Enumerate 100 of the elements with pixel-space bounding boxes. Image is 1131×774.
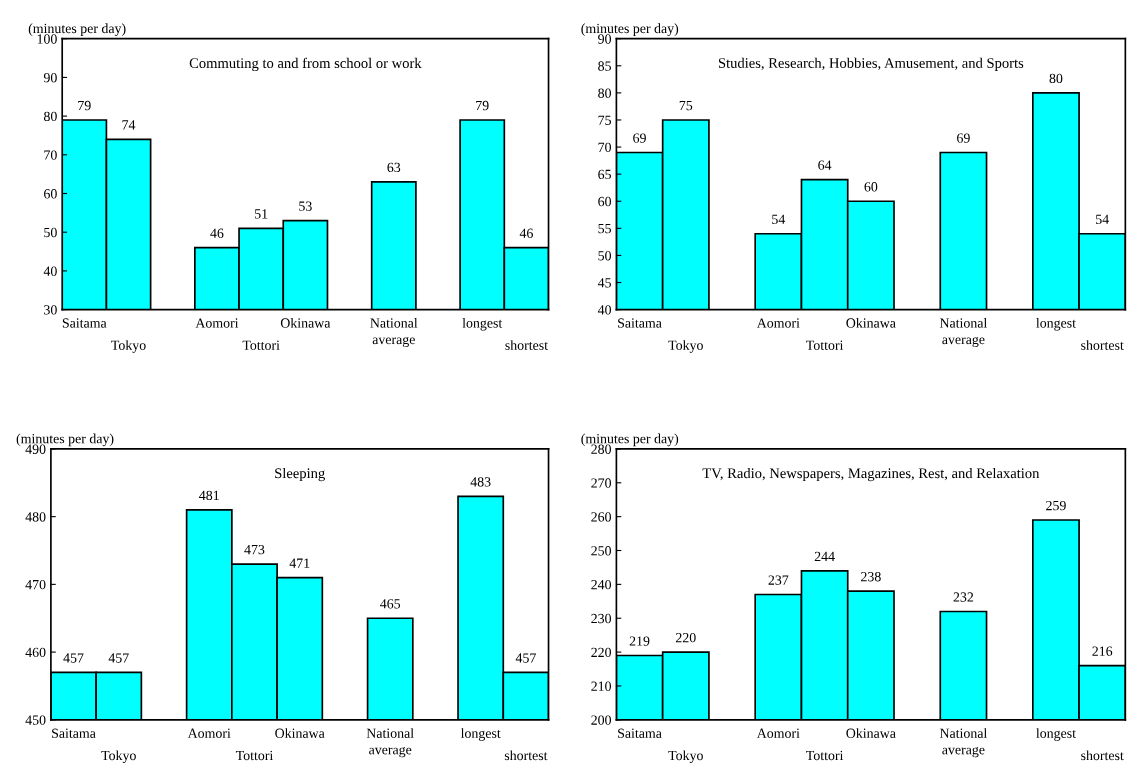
y-tick-label: 40: [43, 266, 57, 276]
y-axis-title: (minutes per day): [28, 23, 126, 36]
x-tick-label: Tottori: [235, 750, 274, 761]
y-tick-label: 85: [598, 61, 611, 71]
data-label: 74: [122, 120, 136, 130]
x-tick-label: Okinawa: [846, 728, 896, 738]
x-tick-label: Saitama: [52, 728, 96, 738]
data-label: 69: [957, 133, 970, 143]
x-tick-label: National average: [366, 728, 414, 758]
text: TV, Radio, Newspapers, Magazines, Rest, and Relaxation: [702, 467, 1040, 482]
data-label: 244: [814, 551, 835, 561]
y-tick-label: 65: [598, 169, 611, 180]
y-axis-title: (minutes per day): [16, 433, 114, 447]
y-tick-label: 30: [44, 305, 57, 315]
data-label: 471: [289, 558, 310, 568]
x-tick-label: National average: [939, 317, 988, 348]
y-tick-label: 480: [25, 512, 46, 522]
y-tick-label: 460: [25, 647, 46, 658]
text: Studies, Research, Hobbies, Amusement, and Sports: [718, 57, 1024, 71]
data-label: 51: [255, 209, 268, 219]
data-label: 80: [1049, 73, 1063, 84]
x-tick-label: Tottori: [806, 750, 844, 761]
x-tick-label: National average: [370, 317, 418, 348]
data-label: 481: [199, 490, 219, 501]
data-label: 69: [633, 133, 646, 143]
y-tick-label: 70: [44, 150, 57, 160]
data-label: 465: [380, 599, 401, 609]
x-tick-label: longest: [1036, 728, 1076, 741]
x-tick-label: Okinawa: [275, 728, 325, 738]
y-tick-label: 90: [598, 34, 611, 44]
y-tick-label: 450: [25, 715, 46, 725]
x-tick-label: Aomori: [187, 728, 231, 738]
data-label: 63: [387, 162, 401, 173]
x-tick-label: shortest: [1081, 340, 1124, 350]
x-tick-label: Tokyo: [111, 340, 146, 353]
data-label: 219: [629, 636, 650, 646]
y-tick-label: 75: [598, 115, 611, 125]
x-tick-label: Aomori: [195, 318, 239, 328]
x-tick-label: shortest: [504, 750, 548, 761]
y-tick-label: 470: [25, 579, 46, 590]
x-tick-label: Saitama: [62, 318, 107, 328]
y-tick-label: 60: [598, 196, 611, 207]
y-tick-label: 50: [598, 251, 611, 261]
y-tick-label: 80: [598, 88, 611, 98]
y-tick-label: 490: [25, 444, 46, 454]
data-label: 46: [519, 228, 533, 238]
x-tick-label: Tokyo: [668, 340, 703, 353]
x-tick-label: longest: [460, 728, 501, 741]
y-axis-title: (minutes per day): [581, 23, 679, 36]
data-label: 64: [818, 160, 832, 170]
x-tick-label: Tottori: [242, 340, 280, 350]
y-tick-label: 210: [591, 681, 611, 691]
x-tick-label: National average: [939, 728, 988, 758]
x-tick-label: Saitama: [618, 728, 662, 738]
x-tick-label: Aomori: [756, 318, 800, 328]
y-tick-label: 250: [591, 546, 611, 556]
data-label: 259: [1046, 500, 1066, 511]
y-axis-title: (minutes per day): [581, 433, 679, 447]
y-tick-label: 100: [37, 34, 57, 44]
data-label: 79: [476, 100, 489, 111]
y-tick-label: 55: [598, 224, 611, 234]
x-tick-label: Aomori: [756, 728, 800, 738]
data-label: 79: [78, 100, 91, 111]
data-label: 457: [63, 653, 84, 663]
y-tick-label: 240: [591, 579, 611, 590]
x-tick-label: Tokyo: [668, 750, 703, 764]
x-tick-label: Okinawa: [280, 317, 331, 328]
y-tick-label: 80: [43, 111, 57, 122]
x-tick-label: longest: [462, 317, 503, 331]
y-tick-label: 90: [43, 72, 57, 83]
data-label: 216: [1092, 646, 1113, 656]
y-tick-label: 260: [591, 512, 611, 522]
y-tick-label: 270: [591, 478, 611, 488]
data-label: 483: [470, 477, 491, 487]
data-label: 54: [772, 214, 786, 224]
x-tick-label: shortest: [1081, 750, 1124, 761]
x-tick-label: longest: [1036, 317, 1076, 331]
data-label: 473: [244, 544, 265, 555]
y-tick-label: 280: [591, 444, 611, 454]
data-label: 54: [1096, 214, 1109, 224]
data-label: 46: [210, 228, 224, 238]
data-label: 220: [675, 632, 696, 643]
data-label: 75: [679, 100, 693, 111]
data-label: 237: [768, 575, 789, 585]
data-label: 232: [953, 592, 974, 602]
x-tick-label: Tottori: [806, 340, 844, 350]
y-tick-label: 60: [44, 189, 57, 199]
y-tick-label: 70: [598, 142, 611, 153]
x-tick-label: Okinawa: [846, 317, 896, 328]
text: Commuting to and from school or work: [189, 57, 422, 72]
y-tick-label: 220: [591, 647, 611, 658]
y-tick-label: 45: [597, 278, 611, 288]
data-label: 60: [864, 182, 878, 192]
data-label: 457: [108, 653, 129, 663]
x-tick-label: Tokyo: [101, 750, 136, 764]
y-tick-label: 230: [591, 613, 611, 624]
x-tick-label: Saitama: [618, 318, 662, 328]
data-label: 53: [299, 201, 312, 211]
x-tick-label: shortest: [505, 340, 548, 350]
y-tick-label: 200: [591, 715, 611, 725]
